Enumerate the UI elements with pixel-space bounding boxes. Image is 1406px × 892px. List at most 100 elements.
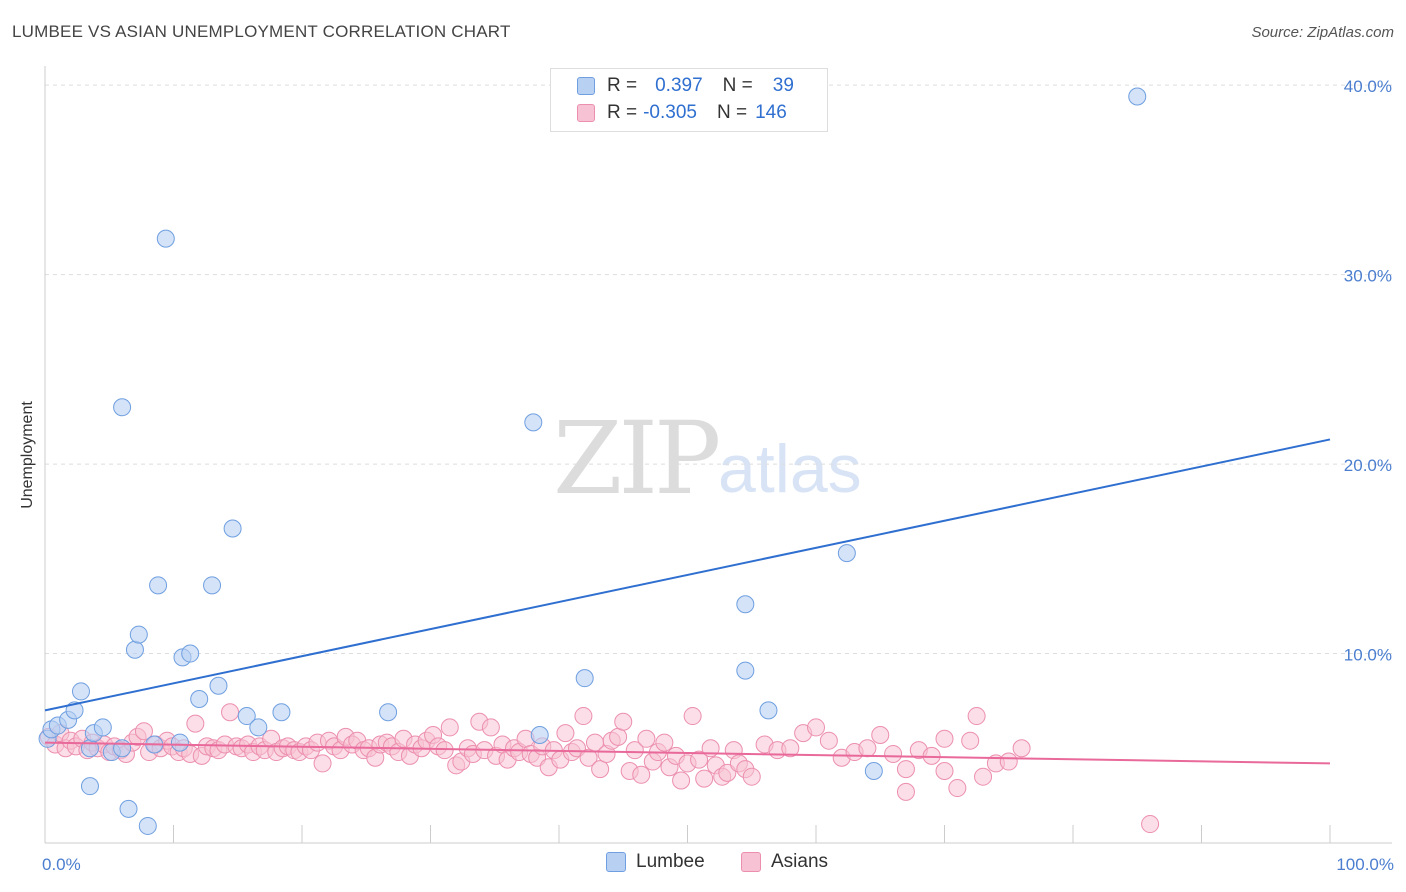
r-label: R = bbox=[607, 102, 638, 123]
legend-item-lumbee: Lumbee bbox=[606, 851, 705, 873]
lumbee-point bbox=[125, 640, 144, 659]
asian-point bbox=[655, 733, 674, 752]
asian-point bbox=[435, 741, 454, 760]
lumbee-point bbox=[837, 544, 856, 563]
lumbee-point bbox=[575, 669, 594, 688]
lumbee-point bbox=[190, 690, 209, 709]
lumbee-legend-label: Lumbee bbox=[636, 851, 705, 872]
lumbee-point bbox=[379, 703, 398, 722]
lumbee-point bbox=[119, 799, 138, 818]
asian-point bbox=[896, 760, 915, 779]
asian-point bbox=[481, 718, 500, 737]
asian-point bbox=[134, 722, 153, 741]
asian-point bbox=[935, 729, 954, 748]
r-label: R = bbox=[607, 75, 638, 96]
lumbee-point bbox=[80, 777, 99, 796]
asian-point bbox=[672, 771, 691, 790]
asian-point bbox=[884, 744, 903, 763]
lumbee-point bbox=[181, 644, 200, 663]
lumbee-point bbox=[149, 576, 168, 595]
source-label: Source: ZipAtlas.com bbox=[1251, 24, 1394, 41]
asian-point bbox=[896, 782, 915, 801]
asian-point bbox=[807, 718, 825, 737]
lumbee-point bbox=[129, 625, 148, 644]
r-value: -0.305 bbox=[643, 102, 697, 123]
axes bbox=[44, 66, 1392, 844]
lumbee-point bbox=[530, 726, 549, 745]
asian-point bbox=[690, 750, 709, 769]
lumbee-point bbox=[170, 733, 189, 752]
asian-point bbox=[574, 707, 593, 726]
asian-point bbox=[591, 760, 610, 779]
legend-item-asians: Asians bbox=[741, 851, 828, 873]
asian-point bbox=[579, 748, 598, 767]
lumbee-point bbox=[864, 762, 883, 781]
correlation-legend: R = 0.397 N = 39 R = -0.305 N = 146 bbox=[550, 68, 828, 132]
lumbee-point bbox=[71, 682, 90, 701]
lumbee-point bbox=[113, 398, 132, 417]
asian-point bbox=[974, 767, 993, 786]
lumbee-point bbox=[113, 739, 132, 758]
lumbee-point bbox=[138, 816, 157, 835]
asian-point bbox=[967, 707, 986, 726]
x-tick-label: 100.0% bbox=[1336, 855, 1394, 874]
asian-point bbox=[858, 739, 877, 758]
asian-point bbox=[313, 754, 332, 773]
lumbee-point bbox=[524, 413, 543, 432]
asians-swatch bbox=[577, 104, 595, 122]
asian-point bbox=[695, 769, 714, 788]
asian-point bbox=[1012, 739, 1031, 758]
asian-point bbox=[556, 724, 575, 743]
asian-point bbox=[1141, 815, 1160, 834]
lumbee-point bbox=[1128, 87, 1147, 106]
y-tick-label: 40.0% bbox=[1344, 77, 1392, 96]
n-label: N = bbox=[716, 102, 748, 123]
series-legend: Lumbee Asians bbox=[0, 851, 1406, 877]
asian-point bbox=[614, 712, 633, 731]
tick-labels: 10.0% 20.0% 30.0% 40.0% 0.0% 100.0% bbox=[42, 77, 1394, 874]
y-tick-label: 30.0% bbox=[1344, 267, 1392, 286]
lumbee-point bbox=[93, 718, 112, 737]
chart-title: LUMBEE VS ASIAN UNEMPLOYMENT CORRELATION… bbox=[12, 22, 511, 41]
y-tick-label: 20.0% bbox=[1344, 456, 1392, 475]
x-tick-label: 0.0% bbox=[42, 855, 81, 874]
asians-legend-swatch bbox=[741, 852, 761, 872]
lumbee-point bbox=[759, 701, 778, 720]
asian-point bbox=[632, 765, 651, 784]
asian-point bbox=[683, 707, 702, 726]
asian-point bbox=[637, 729, 656, 748]
asian-trend-line bbox=[44, 741, 1331, 765]
asian-point bbox=[742, 767, 761, 786]
watermark-atlas: atlas bbox=[718, 431, 862, 507]
lumbee-point bbox=[223, 519, 242, 538]
n-value: 39 bbox=[772, 75, 794, 96]
asian-point bbox=[871, 726, 890, 745]
asian-point bbox=[922, 746, 941, 765]
n-value: 146 bbox=[755, 102, 787, 123]
lumbee-swatch bbox=[577, 77, 595, 95]
lumbee-point bbox=[272, 703, 291, 722]
asian-point bbox=[609, 727, 628, 746]
asian-point bbox=[625, 741, 644, 760]
lumbee-point bbox=[209, 676, 228, 695]
asian-point bbox=[819, 731, 838, 750]
lumbee-point bbox=[237, 707, 256, 726]
lumbee-point bbox=[736, 661, 755, 680]
legend-row-asians: R = -0.305 N = 146 bbox=[551, 100, 787, 126]
y-tick-label: 10.0% bbox=[1344, 646, 1392, 665]
asian-point bbox=[948, 779, 967, 798]
asian-point bbox=[999, 752, 1018, 771]
legend-row-lumbee: R = 0.397 N = 39 bbox=[551, 73, 794, 99]
trend-lines bbox=[44, 438, 1331, 765]
asian-point bbox=[221, 703, 240, 722]
asian-point bbox=[935, 762, 954, 781]
lumbee-point bbox=[65, 701, 84, 720]
asian-point bbox=[440, 718, 459, 737]
asians-legend-label: Asians bbox=[771, 851, 829, 872]
lumbee-trend-line bbox=[44, 438, 1331, 712]
watermark-zip: ZIP bbox=[553, 400, 721, 517]
asian-point bbox=[961, 731, 980, 750]
asian-series bbox=[39, 703, 1160, 834]
lumbee-legend-swatch bbox=[606, 852, 626, 872]
lumbee-point bbox=[736, 595, 755, 614]
